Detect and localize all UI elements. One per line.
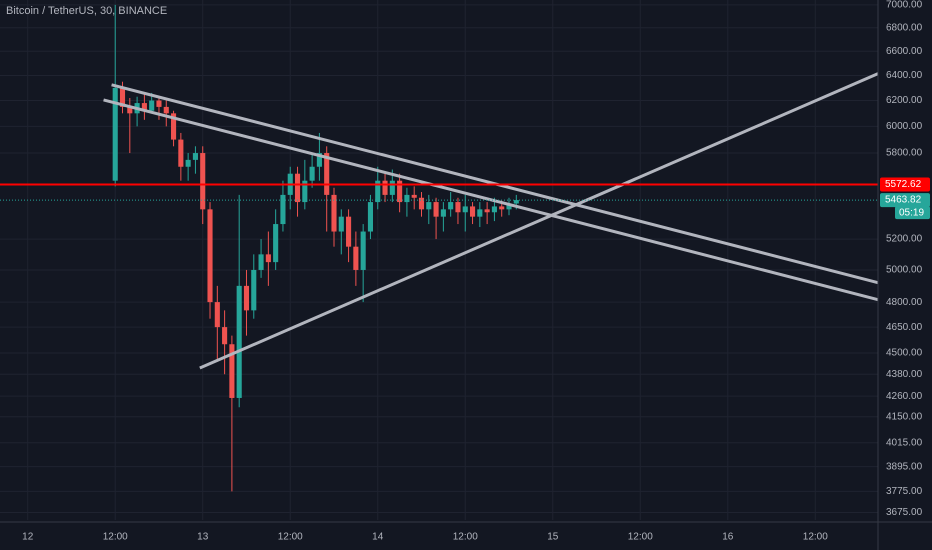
candle-body bbox=[418, 197, 425, 210]
candle-body bbox=[171, 113, 177, 140]
y-tick-label: 6000.00 bbox=[886, 121, 923, 132]
candle-body bbox=[280, 194, 286, 225]
y-tick-label: 4015.00 bbox=[886, 437, 923, 448]
candle-body bbox=[178, 139, 184, 167]
x-tick-label: 16 bbox=[722, 532, 734, 543]
y-tick-label: 4150.00 bbox=[886, 411, 923, 422]
x-tick-label: 12:00 bbox=[803, 532, 828, 543]
x-tick-label: 12:00 bbox=[628, 532, 653, 543]
candle-body bbox=[499, 206, 505, 210]
candle-body bbox=[469, 206, 476, 217]
plot bbox=[0, 4, 879, 492]
candle-body bbox=[331, 194, 337, 232]
price-label-box bbox=[880, 193, 930, 208]
axes: 7000.00 6800.00 6600.00 6400.00 6200.00 6000.… bbox=[22, 0, 930, 543]
candle-body bbox=[236, 285, 242, 398]
candle-body bbox=[141, 103, 147, 111]
candle-body bbox=[411, 194, 417, 198]
candle-body bbox=[251, 269, 257, 311]
x-tick-label: 12 bbox=[22, 532, 34, 543]
y-tick-label: 6600.00 bbox=[886, 46, 923, 57]
candle-body bbox=[222, 327, 228, 345]
y-tick-label: 3775.00 bbox=[886, 486, 923, 497]
time-axis bbox=[0, 522, 932, 550]
countdown: 05:19 bbox=[899, 208, 924, 219]
candle-body bbox=[149, 100, 155, 111]
x-tick-label: 14 bbox=[372, 532, 384, 543]
chart-title: Bitcoin / TetherUS, 30, BINANCE bbox=[6, 5, 167, 17]
candle-body bbox=[229, 344, 235, 398]
x-tick-label: 12:00 bbox=[453, 532, 478, 543]
countdown-box bbox=[895, 206, 930, 220]
candle-body bbox=[258, 254, 264, 270]
candle-body bbox=[127, 106, 133, 114]
candle-body bbox=[426, 202, 432, 210]
trend-line bbox=[103, 98, 879, 302]
candle-body bbox=[214, 302, 220, 328]
trend-line bbox=[199, 72, 879, 370]
x-tick-label: 12:00 bbox=[103, 532, 128, 543]
candle-body bbox=[389, 180, 395, 195]
candle-body bbox=[491, 206, 497, 213]
y-tick-label: 6400.00 bbox=[886, 70, 923, 81]
x-tick-label: 15 bbox=[547, 532, 559, 543]
y-tick-label: 5800.00 bbox=[886, 148, 923, 159]
candle-body bbox=[455, 202, 461, 213]
candle-body bbox=[294, 173, 301, 203]
candle-body bbox=[309, 166, 315, 181]
candle-body bbox=[382, 180, 388, 195]
candle-body bbox=[440, 209, 446, 217]
candle-body bbox=[397, 180, 403, 203]
candle-body bbox=[192, 153, 198, 160]
candle-body bbox=[367, 202, 374, 232]
price-label: 5572.62 bbox=[885, 179, 922, 190]
candle-body bbox=[360, 231, 366, 270]
candle-body bbox=[448, 202, 454, 210]
candle-body bbox=[273, 224, 279, 263]
candle-body bbox=[207, 209, 213, 303]
y-tick-label: 5200.00 bbox=[886, 234, 923, 245]
y-tick-label: 4650.00 bbox=[886, 322, 923, 333]
candle-body bbox=[302, 180, 308, 203]
candle-body bbox=[243, 285, 250, 311]
y-tick-label: 7000.00 bbox=[886, 0, 923, 11]
x-tick-label: 12:00 bbox=[278, 532, 303, 543]
candle-body bbox=[462, 206, 468, 213]
candle-body bbox=[163, 106, 169, 114]
candle-body bbox=[513, 200, 519, 204]
candle-body bbox=[477, 209, 483, 217]
y-tick-label: 4800.00 bbox=[886, 297, 923, 308]
candle-body bbox=[200, 153, 206, 210]
candle-body bbox=[353, 246, 359, 270]
y-tick-label: 4260.00 bbox=[886, 391, 923, 402]
candle-body bbox=[316, 153, 322, 167]
grid bbox=[0, 0, 878, 520]
candle-body bbox=[338, 216, 344, 232]
y-tick-label: 4380.00 bbox=[886, 369, 923, 380]
price-label-box bbox=[880, 177, 930, 192]
y-tick-label: 4500.00 bbox=[886, 348, 923, 359]
candle-body bbox=[324, 153, 330, 195]
candle-body bbox=[346, 216, 352, 247]
x-tick-label: 13 bbox=[197, 532, 209, 543]
candle-body bbox=[185, 159, 191, 167]
candle-body bbox=[375, 180, 381, 203]
candle-body bbox=[484, 209, 490, 213]
price-label: 5463.82 bbox=[885, 195, 922, 206]
candle-body bbox=[433, 202, 439, 217]
candle-body bbox=[404, 194, 410, 203]
y-tick-label: 6200.00 bbox=[886, 95, 923, 106]
y-tick-label: 5000.00 bbox=[886, 265, 923, 276]
candle-body bbox=[265, 254, 271, 263]
y-tick-label: 3895.00 bbox=[886, 461, 923, 472]
candle-body bbox=[119, 87, 126, 107]
candle-body bbox=[112, 87, 118, 181]
price-axis bbox=[878, 0, 932, 550]
y-tick-label: 3675.00 bbox=[886, 507, 923, 518]
candle-body bbox=[506, 203, 512, 210]
y-tick-label: 6800.00 bbox=[886, 22, 923, 33]
candle-body bbox=[156, 100, 162, 107]
